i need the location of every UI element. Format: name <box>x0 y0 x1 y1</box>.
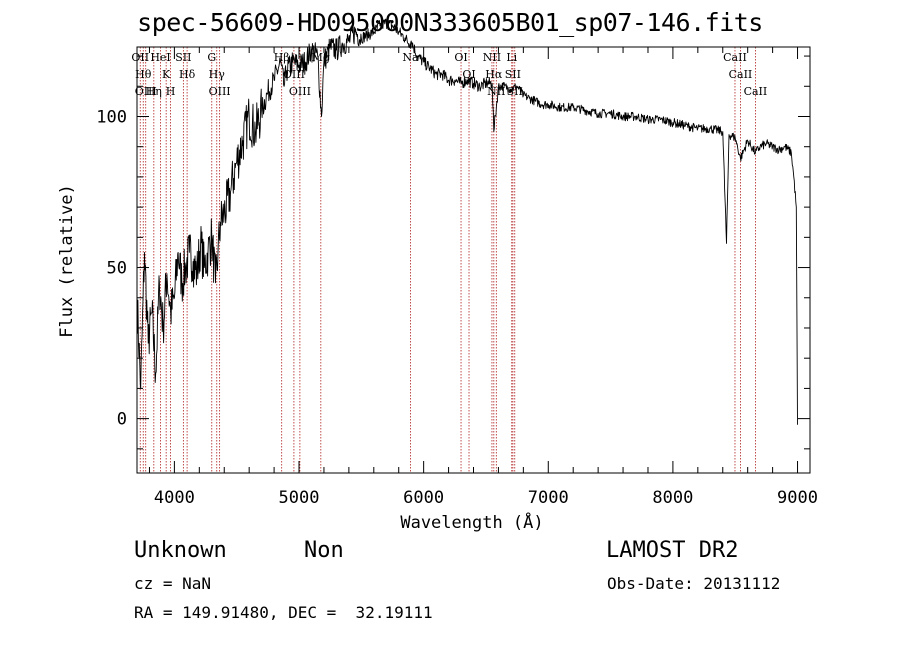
x-tick-label-1: 5000 <box>279 488 320 508</box>
emission-line-labels: OIIHθOIIIHηHeIKHSIIHδGHγOIIIHβOIIIOIIIMg… <box>131 51 767 98</box>
line-marker-label-26: CaII <box>729 68 753 81</box>
emission-line-markers <box>139 47 756 473</box>
x-tick-label-5: 9000 <box>777 488 818 508</box>
plot-frame <box>136 46 811 474</box>
survey-name: LAMOST DR2 <box>606 538 739 563</box>
line-marker-label-3: Hη <box>146 85 162 98</box>
line-marker-label-7: SII <box>175 51 191 64</box>
object-subclass: Non <box>304 538 344 563</box>
x-tick-label-4: 8000 <box>652 488 693 508</box>
line-marker-label-14: OIII <box>289 85 311 98</box>
redshift-cz: cz = NaN <box>134 574 212 593</box>
line-marker-label-20: Hα <box>485 68 503 81</box>
spectrum-line-0 <box>136 18 798 425</box>
x-tick-label-3: 7000 <box>528 488 569 508</box>
line-marker-label-19: NII <box>483 51 501 64</box>
line-marker-label-22: Li <box>506 51 517 64</box>
line-marker-label-5: K <box>162 68 171 81</box>
line-marker-label-2: OIII <box>135 85 157 98</box>
line-marker-label-6: H <box>166 85 176 98</box>
ra-dec-coordinates: RA = 149.91480, DEC = 32.19111 <box>134 603 433 622</box>
line-marker-label-0: OII <box>131 51 149 64</box>
line-marker-label-17: OI <box>454 51 467 64</box>
x-axis-ticks: 4000 5000 6000 7000 8000 9000 <box>148 47 818 508</box>
y-axis-ticks: 0 50 100 <box>96 55 810 450</box>
line-marker-label-12: Hβ <box>274 51 290 64</box>
line-marker-label-16: Na <box>402 51 419 64</box>
line-marker-label-11: OIII <box>209 85 231 98</box>
line-marker-label-9: G <box>207 51 216 64</box>
y-axis-label: Flux (relative) <box>57 184 77 338</box>
y-tick-label-1: 50 <box>107 259 127 279</box>
line-marker-label-4: HeI <box>150 51 170 64</box>
line-marker-label-8: Hδ <box>179 68 196 81</box>
line-marker-label-27: CaII <box>744 85 768 98</box>
x-tick-label-2: 6000 <box>403 488 444 508</box>
x-axis-label: Wavelength (Å) <box>400 511 543 533</box>
line-marker-label-1: Hθ <box>135 68 152 81</box>
line-marker-label-23: SII <box>505 68 521 81</box>
y-tick-label-0: 0 <box>117 410 127 430</box>
chart-title: spec-56609-HD095000N333605B01_sp07-146.f… <box>137 8 763 37</box>
line-marker-label-25: CaII <box>723 51 747 64</box>
x-tick-label-0: 4000 <box>154 488 195 508</box>
y-tick-label-2: 100 <box>96 107 127 127</box>
spectrum-series <box>136 18 798 425</box>
object-class: Unknown <box>134 538 227 563</box>
observation-date: Obs-Date: 20131112 <box>607 574 781 593</box>
line-marker-label-10: Hγ <box>209 68 226 81</box>
